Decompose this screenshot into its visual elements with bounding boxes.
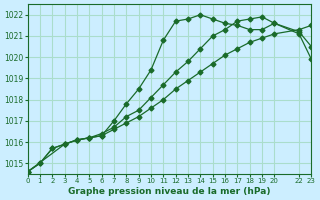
X-axis label: Graphe pression niveau de la mer (hPa): Graphe pression niveau de la mer (hPa) — [68, 187, 271, 196]
